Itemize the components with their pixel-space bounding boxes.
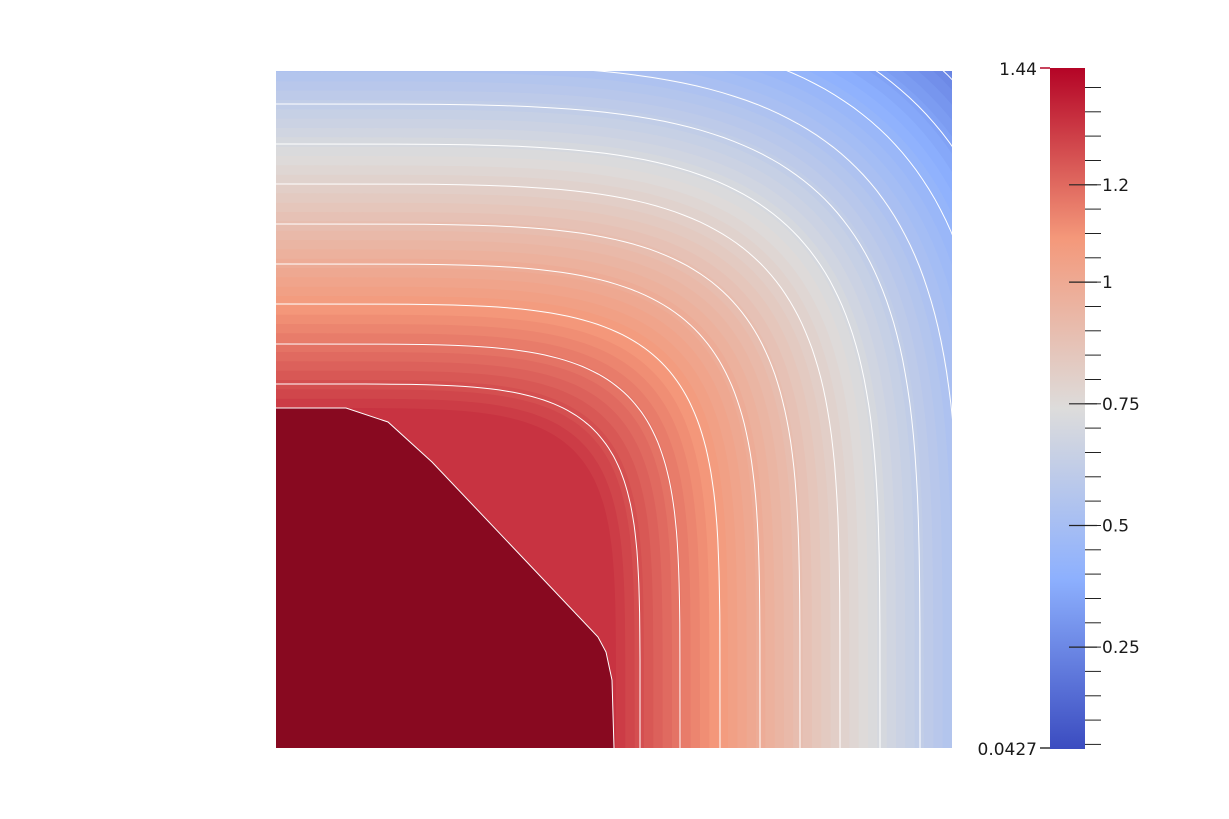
- color-bar-minor-ticks: [1085, 87, 1101, 745]
- contour-line: [276, 223, 801, 748]
- contour-line: [593, 71, 952, 420]
- field-core: [276, 408, 614, 748]
- contour-line: [276, 383, 641, 748]
- contour-line: [786, 71, 952, 236]
- color-bar-tick-label: 0.75: [1102, 395, 1140, 415]
- contour-lines: [276, 71, 952, 748]
- contour-line: [276, 103, 921, 748]
- contour-line-core: [276, 407, 615, 748]
- color-bar-tick-label: 0.25: [1102, 638, 1140, 658]
- contour-line: [276, 263, 761, 748]
- color-bar-max-label: 1.44: [999, 60, 1037, 80]
- color-bar-tick-label: 1.2: [1102, 176, 1129, 196]
- scalar-field-plot: [276, 71, 952, 748]
- contour-line: [942, 71, 952, 81]
- contour-line: [276, 343, 681, 748]
- color-bar-major-ticks: 1.2 1 0.75 0.5 0.25: [1069, 176, 1140, 658]
- contour-line: [276, 303, 721, 748]
- contour-line: [276, 143, 881, 748]
- contour-line: [276, 183, 841, 748]
- color-bar-min-label: 0.0427: [978, 740, 1037, 760]
- color-bar-gradient: [1050, 68, 1085, 749]
- color-bar: 1.2 1 0.75 0.5 0.25 1.44 0.0427: [978, 60, 1140, 760]
- contour-line: [875, 71, 952, 148]
- color-bar-tick-label: 0.5: [1102, 517, 1129, 537]
- color-bar-tick-label: 1: [1102, 273, 1113, 293]
